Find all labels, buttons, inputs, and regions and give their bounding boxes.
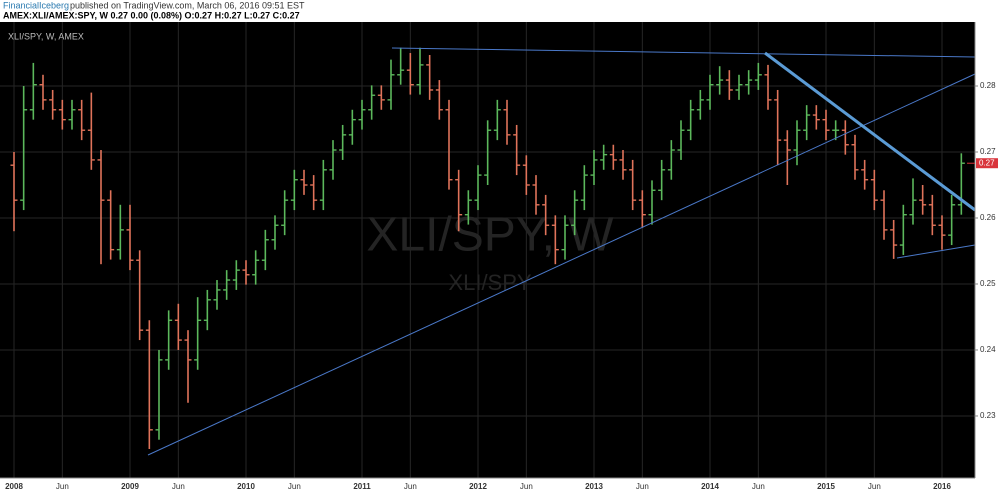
x-tick-label: 2010 bbox=[237, 482, 255, 491]
watermark-sub: XLI/SPY bbox=[448, 270, 531, 295]
plot-background bbox=[0, 22, 975, 478]
y-tick-label: 0.26 bbox=[980, 213, 996, 222]
x-tick-label: Jun bbox=[172, 482, 185, 491]
symbol-line: AMEX:XLI/AMEX:SPY, W 0.27 0.00 (0.08%) O… bbox=[3, 10, 300, 20]
x-tick-label: 2009 bbox=[121, 482, 139, 491]
x-tick-label: Jun bbox=[636, 482, 649, 491]
price-axis-background bbox=[975, 22, 1000, 478]
x-tick-label: 2011 bbox=[353, 482, 371, 491]
trendline bbox=[896, 244, 976, 259]
x-tick-label: Jun bbox=[288, 482, 301, 491]
trendline bbox=[764, 51, 976, 212]
trendline bbox=[147, 73, 976, 456]
chart-title: XLI/SPY, W, AMEX bbox=[8, 31, 84, 41]
axes: 0.23 0.24 0.25 0.26 0.27 0.28 2008 Jun 2009 Jun 20… bbox=[0, 22, 1000, 495]
x-tick-label: Jun bbox=[752, 482, 765, 491]
x-tick-label: 2008 bbox=[5, 482, 23, 491]
y-tick-label: 0.28 bbox=[980, 81, 996, 90]
grid bbox=[0, 22, 975, 478]
x-tick-label: Jun bbox=[868, 482, 881, 491]
x-tick-label: Jun bbox=[404, 482, 417, 491]
watermark: XLI/SPY, W bbox=[366, 209, 614, 262]
last-price-box bbox=[976, 158, 998, 169]
x-tick-label: 2015 bbox=[817, 482, 835, 491]
trendline bbox=[391, 47, 976, 58]
x-tick-label: 2016 bbox=[933, 482, 951, 491]
trendlines bbox=[147, 47, 976, 456]
time-axis-background bbox=[0, 478, 1000, 495]
published-info: published on TradingView.com, March 06, … bbox=[70, 0, 305, 10]
x-tick-label: 2013 bbox=[585, 482, 603, 491]
last-price-label: 0.27 bbox=[979, 158, 995, 167]
author[interactable]: FinancialIceberg bbox=[3, 0, 69, 10]
y-tick-label: 0.27 bbox=[980, 147, 996, 156]
y-tick-label: 0.25 bbox=[980, 279, 996, 288]
y-tick-label: 0.24 bbox=[980, 345, 996, 354]
y-tick-label: 0.23 bbox=[980, 411, 996, 420]
x-tick-label: 2012 bbox=[469, 482, 487, 491]
x-tick-label: Jun bbox=[520, 482, 533, 491]
x-tick-label: 2014 bbox=[701, 482, 719, 491]
x-tick-label: Jun bbox=[56, 482, 69, 491]
bars bbox=[10, 47, 965, 449]
